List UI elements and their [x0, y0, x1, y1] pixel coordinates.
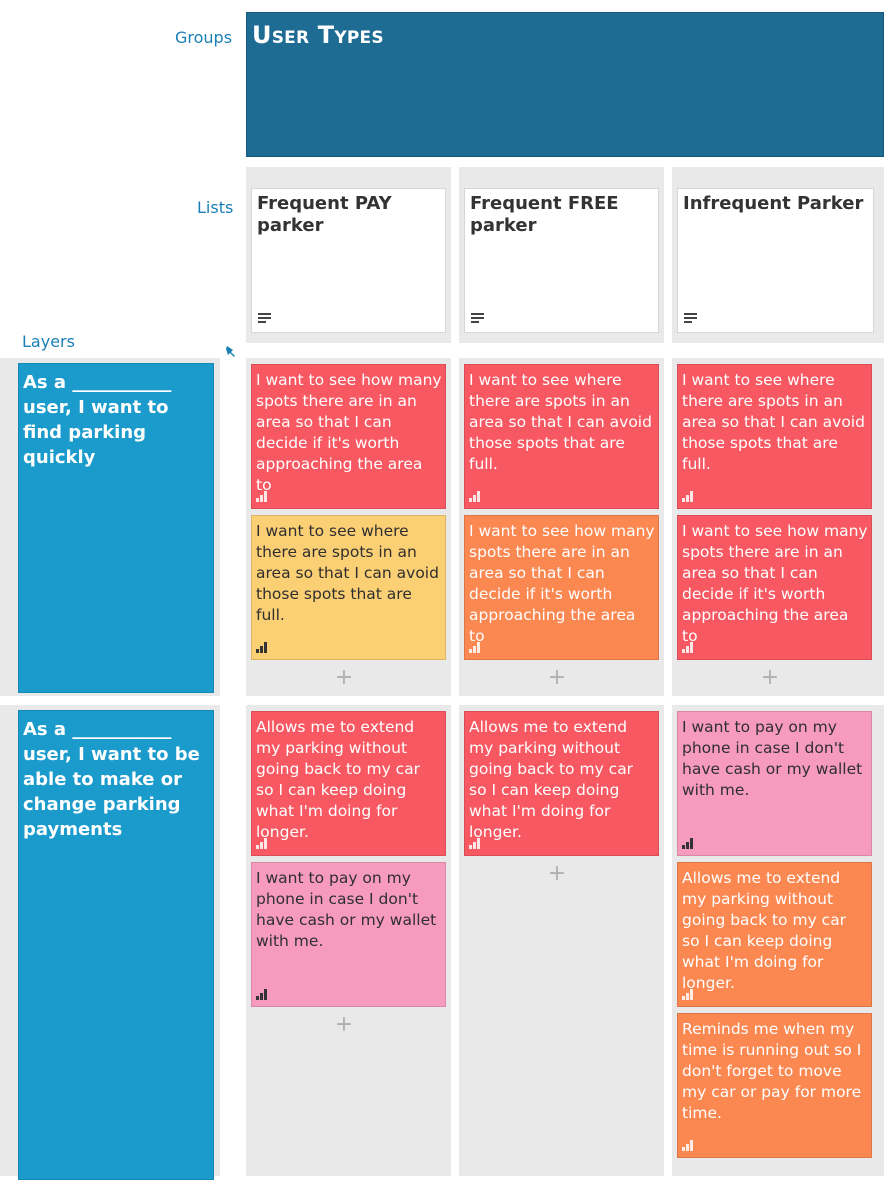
add-card-plus-icon[interactable]: + — [547, 861, 567, 886]
story-card[interactable]: Allows me to extend my parking without g… — [464, 711, 659, 856]
story-text: I want to see how many spots there are i… — [256, 371, 442, 494]
signal-bars-icon — [682, 1140, 696, 1151]
layers-label: Layers — [22, 332, 75, 351]
signal-bars-icon — [682, 838, 696, 849]
signal-bars-icon — [256, 838, 270, 849]
list-card-infrequent[interactable]: Infrequent Parker — [677, 188, 874, 333]
lines-icon — [471, 313, 484, 323]
add-card-plus-icon[interactable]: + — [760, 665, 780, 690]
signal-bars-icon — [469, 642, 483, 653]
story-text: I want to see where there are spots in a… — [256, 522, 439, 624]
group-title: User Types — [252, 21, 384, 49]
story-card[interactable]: I want to see where there are spots in a… — [464, 364, 659, 509]
signal-bars-icon — [682, 491, 696, 502]
layer-card-find-parking[interactable]: As a ___________ user, I want to find pa… — [18, 363, 214, 693]
story-text: Allows me to extend my parking without g… — [469, 718, 634, 841]
story-card[interactable]: I want to see how many spots there are i… — [677, 515, 872, 660]
signal-bars-icon — [469, 838, 483, 849]
story-card[interactable]: I want to see where there are spots in a… — [677, 364, 872, 509]
story-text: I want to pay on my phone in case I don'… — [256, 869, 437, 950]
story-card[interactable]: I want to pay on my phone in case I don'… — [251, 862, 446, 1007]
signal-bars-icon — [256, 989, 270, 1000]
list-title: Frequent PAY parker — [257, 193, 392, 236]
signal-bars-icon — [256, 642, 270, 653]
story-card[interactable]: I want to see where there are spots in a… — [251, 515, 446, 660]
story-card[interactable]: Reminds me when my time is running out s… — [677, 1013, 872, 1158]
list-title: Infrequent Parker — [683, 193, 864, 214]
list-card-frequent-pay[interactable]: Frequent PAY parker — [251, 188, 446, 333]
story-text: Allows me to extend my parking without g… — [682, 869, 847, 992]
story-text: I want to pay on my phone in case I don'… — [682, 718, 863, 799]
layer-title: As a ___________ user, I want to find pa… — [23, 372, 172, 468]
lists-label: Lists — [197, 198, 234, 217]
story-text: I want to see where there are spots in a… — [682, 371, 865, 473]
story-card[interactable]: I want to pay on my phone in case I don'… — [677, 711, 872, 856]
story-text: I want to see how many spots there are i… — [469, 522, 655, 645]
lines-icon — [684, 313, 697, 323]
signal-bars-icon — [469, 491, 483, 502]
group-header-user-types[interactable]: User Types — [246, 12, 884, 157]
signal-bars-icon — [682, 642, 696, 653]
add-card-plus-icon[interactable]: + — [547, 665, 567, 690]
story-card[interactable]: Allows me to extend my parking without g… — [677, 862, 872, 1007]
signal-bars-icon — [682, 989, 696, 1000]
story-text: Reminds me when my time is running out s… — [682, 1020, 862, 1122]
story-card[interactable]: I want to see how many spots there are i… — [251, 364, 446, 509]
pin-icon[interactable] — [224, 344, 238, 358]
add-card-plus-icon[interactable]: + — [334, 1012, 354, 1037]
lines-icon — [258, 313, 271, 323]
story-card[interactable]: I want to see how many spots there are i… — [464, 515, 659, 660]
groups-label: Groups — [175, 28, 233, 47]
story-card[interactable]: Allows me to extend my parking without g… — [251, 711, 446, 856]
story-text: I want to see how many spots there are i… — [682, 522, 868, 645]
list-card-frequent-free[interactable]: Frequent FREE parker — [464, 188, 659, 333]
layer-title: As a ___________ user, I want to be able… — [23, 719, 200, 840]
layer-card-payments[interactable]: As a ___________ user, I want to be able… — [18, 710, 214, 1180]
list-title: Frequent FREE parker — [470, 193, 619, 236]
signal-bars-icon — [256, 491, 270, 502]
story-text: I want to see where there are spots in a… — [469, 371, 652, 473]
story-text: Allows me to extend my parking without g… — [256, 718, 421, 841]
add-card-plus-icon[interactable]: + — [334, 665, 354, 690]
